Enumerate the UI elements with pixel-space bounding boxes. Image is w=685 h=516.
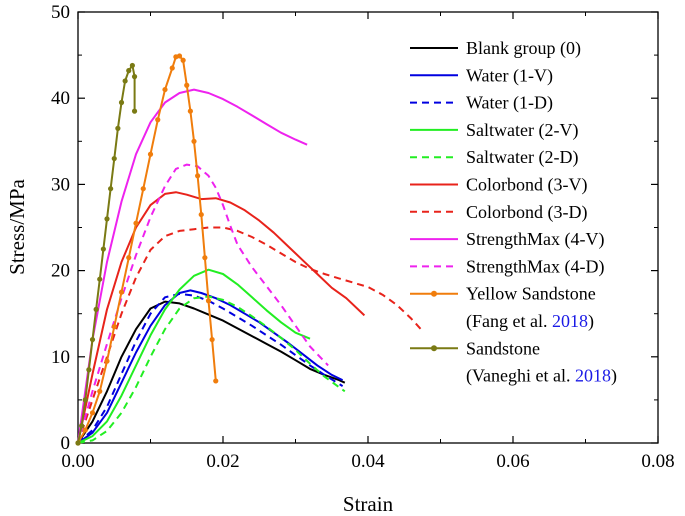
series-point [93, 306, 99, 312]
legend-label: Saltwater (2-V) [466, 120, 578, 141]
series-point [202, 255, 208, 261]
series-point [198, 211, 204, 218]
legend-swatch-marker [431, 290, 437, 297]
series-group [77, 268, 311, 444]
series-point [126, 255, 132, 261]
legend-label: Water (1-V) [466, 65, 553, 86]
series-point [86, 367, 92, 373]
legend-label: Blank group (0) [466, 38, 581, 59]
legend: Blank group (0) Water (1-V) Water (1-D) Sal… [410, 38, 617, 387]
y-tick-label: 40 [51, 88, 70, 109]
series-line [77, 163, 329, 444]
series-point [104, 216, 110, 222]
series-group [77, 226, 422, 444]
series-point [82, 397, 88, 403]
series-layer [75, 53, 422, 446]
series-line [77, 55, 217, 444]
series-point [169, 65, 175, 71]
series-point [89, 410, 96, 416]
series-point [191, 138, 197, 144]
series-point [147, 151, 154, 157]
series-point [79, 423, 85, 429]
series-point [126, 68, 132, 74]
series-point [140, 186, 146, 192]
y-tick-label: 10 [51, 347, 70, 368]
legend-label: StrengthMax (4-V) [466, 229, 604, 250]
series-point [187, 108, 193, 114]
series-line [77, 226, 422, 444]
y-axis-label: Stress/MPa [5, 178, 29, 274]
x-axis-label: Strain [343, 492, 394, 516]
legend-citation: (Fang et al. 2018) [466, 311, 594, 332]
x-tick-label: 0.04 [351, 451, 385, 472]
series-point [184, 82, 190, 88]
series-group [77, 88, 308, 444]
series-point [129, 62, 135, 69]
series-group [75, 53, 219, 446]
series-group [77, 300, 346, 444]
series-line [77, 300, 346, 444]
series-point [118, 289, 125, 295]
series-point [195, 173, 201, 179]
series-point [89, 336, 96, 343]
series-point [133, 220, 139, 226]
series-point [97, 388, 103, 394]
series-point [100, 246, 106, 252]
series-point [111, 324, 117, 330]
series-point [176, 53, 183, 59]
legend-label: Saltwater (2-D) [466, 147, 578, 168]
series-line [77, 295, 346, 444]
series-point [213, 378, 219, 384]
series-point [205, 298, 212, 304]
legend-label: Sandstone [466, 338, 540, 358]
series-point [115, 125, 121, 131]
x-tick-label: 0.06 [496, 451, 529, 472]
series-point [180, 57, 186, 63]
series-group [77, 295, 346, 444]
series-point [97, 276, 103, 282]
x-tick-label: 0.08 [641, 451, 674, 472]
legend-label: Yellow Sandstone [466, 284, 596, 304]
series-point [155, 117, 161, 123]
y-tick-label: 20 [51, 261, 70, 282]
x-tick-label: 0.00 [61, 451, 94, 472]
series-point [122, 78, 128, 84]
series-point [104, 358, 110, 364]
y-tick-label: 50 [51, 2, 70, 23]
series-point [111, 155, 117, 162]
axis-ticks: 0.00 0.02 0.04 0.06 0.08 0 10 20 30 40 50 [51, 2, 675, 472]
series-point [82, 427, 88, 433]
series-line [77, 268, 311, 444]
series-point [118, 99, 125, 106]
legend-citation: (Vaneghi et al. 2018) [466, 366, 617, 387]
y-tick-label: 0 [61, 433, 71, 454]
legend-label: StrengthMax (4-D) [466, 256, 604, 277]
legend-swatch-marker [431, 345, 437, 352]
series-point [131, 108, 138, 114]
legend-label: Colorbond (3-V) [466, 175, 587, 196]
x-tick-label: 0.02 [206, 451, 239, 472]
series-group [75, 62, 138, 446]
series-line [77, 88, 308, 444]
legend-label: Water (1-D) [466, 93, 553, 114]
y-tick-label: 30 [51, 174, 70, 195]
series-point [75, 440, 81, 446]
series-point [162, 86, 168, 93]
legend-label: Colorbond (3-D) [466, 202, 587, 223]
series-group [77, 163, 329, 444]
series-point [209, 336, 215, 343]
series-point [108, 186, 114, 192]
series-point [131, 74, 138, 80]
